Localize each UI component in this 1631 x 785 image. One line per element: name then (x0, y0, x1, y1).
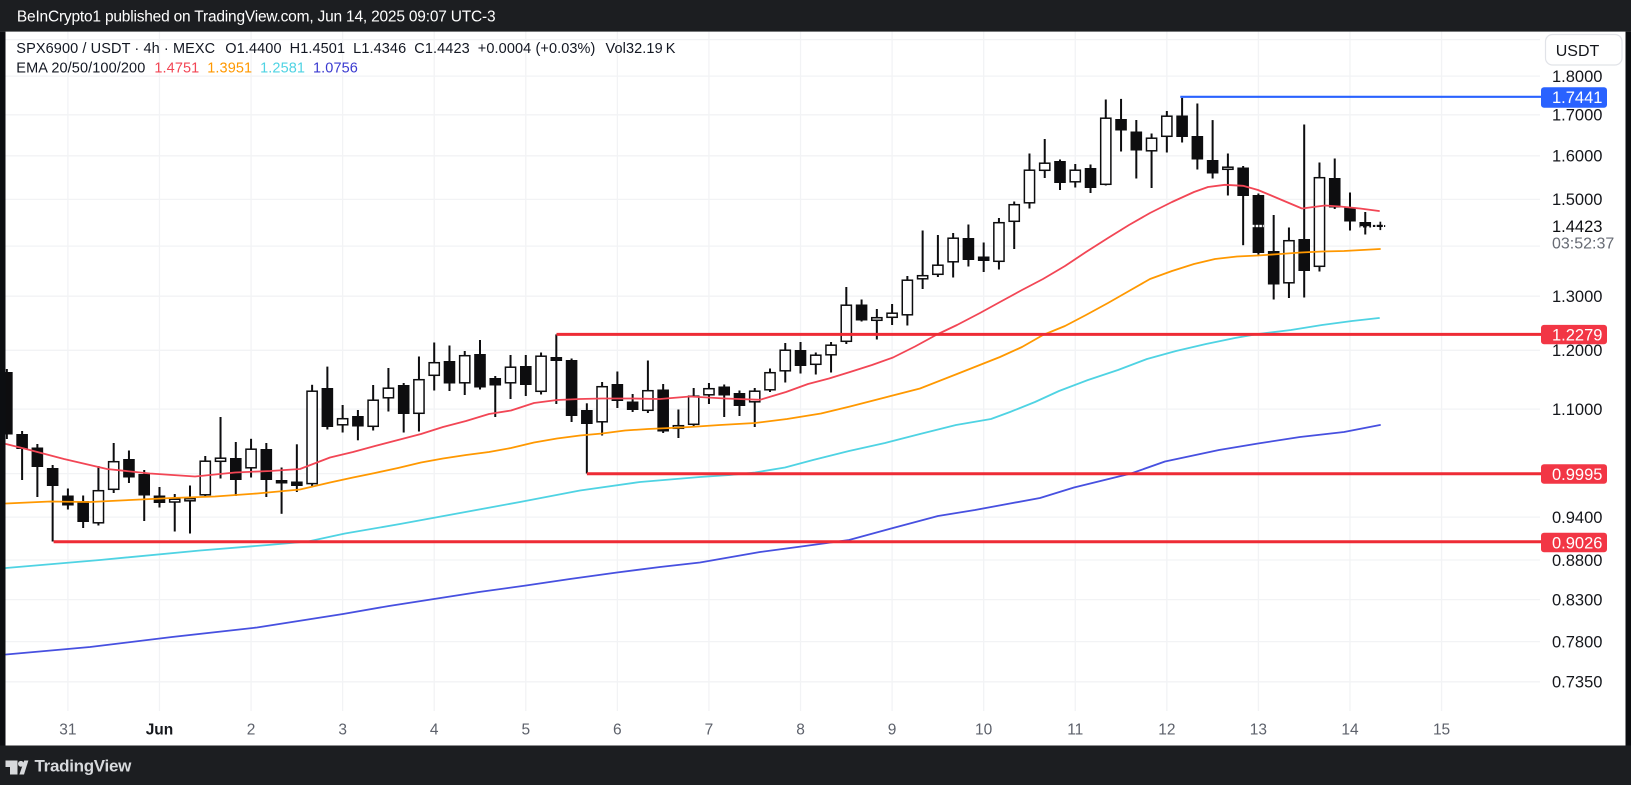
svg-text:0.9995: 0.9995 (1552, 466, 1602, 484)
svg-text:1.6000: 1.6000 (1552, 148, 1602, 166)
svg-text:1.1000: 1.1000 (1552, 401, 1602, 419)
svg-text:0.9026: 0.9026 (1552, 534, 1602, 552)
svg-text:1.2279: 1.2279 (1552, 326, 1602, 344)
svg-text:31: 31 (59, 721, 76, 738)
svg-text:1.5000: 1.5000 (1552, 191, 1602, 209)
svg-text:7: 7 (705, 721, 714, 738)
svg-text:10: 10 (975, 721, 993, 738)
svg-text:03:52:37: 03:52:37 (1552, 235, 1614, 252)
svg-text:0.9400: 0.9400 (1552, 509, 1602, 527)
svg-text:3: 3 (338, 721, 347, 738)
svg-text:1.8000: 1.8000 (1552, 68, 1602, 86)
svg-text:0.8800: 0.8800 (1552, 552, 1602, 570)
svg-text:1.7000: 1.7000 (1552, 107, 1602, 125)
svg-text:0.7350: 0.7350 (1552, 674, 1602, 692)
svg-text:12: 12 (1158, 721, 1175, 738)
svg-text:13: 13 (1250, 721, 1267, 738)
svg-text:TradingView: TradingView (35, 756, 133, 775)
svg-text:15: 15 (1433, 721, 1450, 738)
svg-text:4: 4 (430, 721, 439, 738)
svg-text:0.8300: 0.8300 (1552, 591, 1602, 609)
svg-text:5: 5 (521, 721, 530, 738)
svg-text:USDT: USDT (1556, 43, 1600, 60)
svg-text:0.7800: 0.7800 (1552, 633, 1602, 651)
svg-text:1.2000: 1.2000 (1552, 342, 1602, 360)
svg-text:1.3000: 1.3000 (1552, 288, 1602, 306)
svg-text:2: 2 (247, 721, 256, 738)
svg-text:6: 6 (613, 721, 622, 738)
svg-text:BeInCrypto1 published on Tradi: BeInCrypto1 published on TradingView.com… (17, 9, 496, 26)
svg-text:11: 11 (1067, 721, 1083, 738)
svg-text:1.7441: 1.7441 (1552, 89, 1602, 107)
svg-text:Jun: Jun (146, 721, 174, 738)
svg-text:1.4423: 1.4423 (1552, 218, 1602, 236)
svg-text:9: 9 (888, 721, 897, 738)
svg-text:8: 8 (796, 721, 805, 738)
svg-text:14: 14 (1341, 721, 1359, 738)
